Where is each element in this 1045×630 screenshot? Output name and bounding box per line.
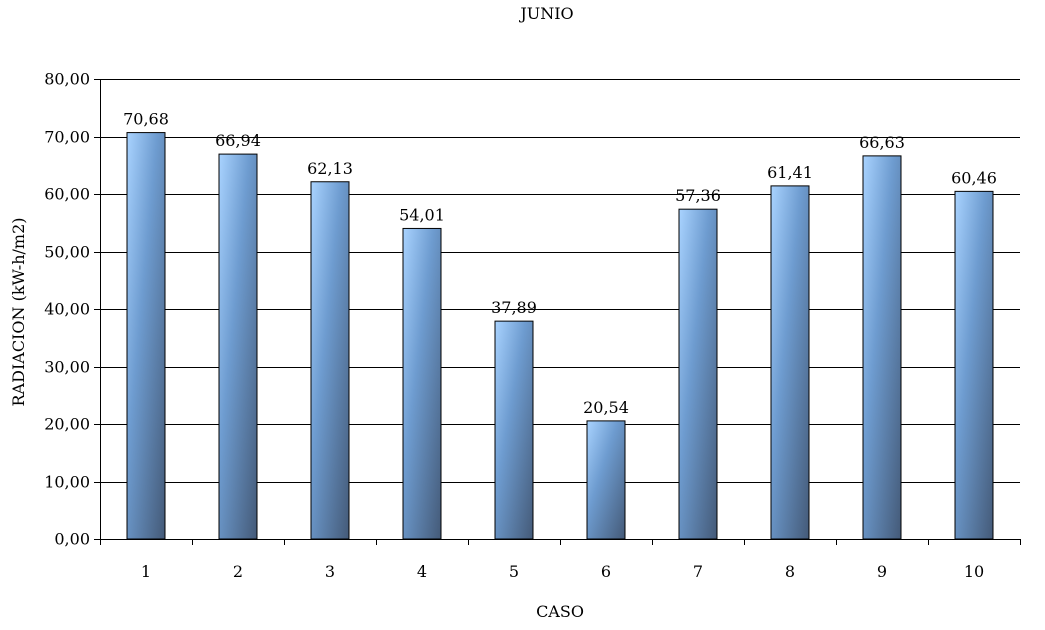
x-tick-label: 8 xyxy=(785,562,795,581)
y-tick-label: 50,00 xyxy=(44,243,90,262)
y-tick-label: 40,00 xyxy=(44,300,90,319)
data-label: 66,63 xyxy=(859,133,905,152)
x-tick-label: 9 xyxy=(877,562,887,581)
y-axis-title: RADIACION (kW-h/m2) xyxy=(9,218,28,407)
x-tick-label: 6 xyxy=(601,562,611,581)
x-tick-label: 3 xyxy=(325,562,335,581)
bar xyxy=(862,155,902,540)
x-tick-label: 5 xyxy=(509,562,519,581)
chart-title: JUNIO xyxy=(518,4,573,23)
y-tick-label: 10,00 xyxy=(44,473,90,492)
bar xyxy=(126,132,166,540)
bar xyxy=(218,153,258,540)
bar xyxy=(402,227,442,540)
bars xyxy=(126,132,994,540)
y-tick-label: 30,00 xyxy=(44,358,90,377)
axes xyxy=(94,79,1021,545)
y-tick-label: 60,00 xyxy=(44,185,90,204)
x-tick-label: 7 xyxy=(693,562,703,581)
bar xyxy=(954,190,994,540)
bar xyxy=(586,420,626,540)
y-tick-label: 80,00 xyxy=(44,70,90,89)
data-label: 20,54 xyxy=(583,398,629,417)
x-tick-label: 4 xyxy=(417,562,427,581)
data-label: 66,94 xyxy=(215,131,261,150)
x-tick-label: 10 xyxy=(964,562,984,581)
x-tick-label: 1 xyxy=(141,562,151,581)
y-tick-label: 70,00 xyxy=(44,128,90,147)
data-label: 57,36 xyxy=(675,186,721,205)
y-tick-label: 0,00 xyxy=(54,530,90,549)
data-label: 61,41 xyxy=(767,163,813,182)
x-tick-label: 2 xyxy=(233,562,243,581)
y-tick-labels: 0,00 10,00 20,00 30,00 40,00 50,00 60,00 70,00 8… xyxy=(44,70,90,549)
data-labels: 70,68 66,94 62,13 54,01 37,89 20,54 57,36 61,41… xyxy=(123,110,997,417)
x-tick-labels: 1 2 3 4 5 6 7 8 9 10 xyxy=(141,562,984,581)
data-label: 37,89 xyxy=(491,298,537,317)
y-tick-label: 20,00 xyxy=(44,415,90,434)
x-axis-title: CASO xyxy=(536,602,584,621)
bar xyxy=(770,185,810,540)
data-label: 60,46 xyxy=(951,168,997,187)
data-label: 70,68 xyxy=(123,110,169,129)
bar xyxy=(310,181,350,540)
bar xyxy=(494,320,534,540)
data-label: 54,01 xyxy=(399,205,445,224)
bar xyxy=(678,208,718,540)
data-label: 62,13 xyxy=(307,159,353,178)
